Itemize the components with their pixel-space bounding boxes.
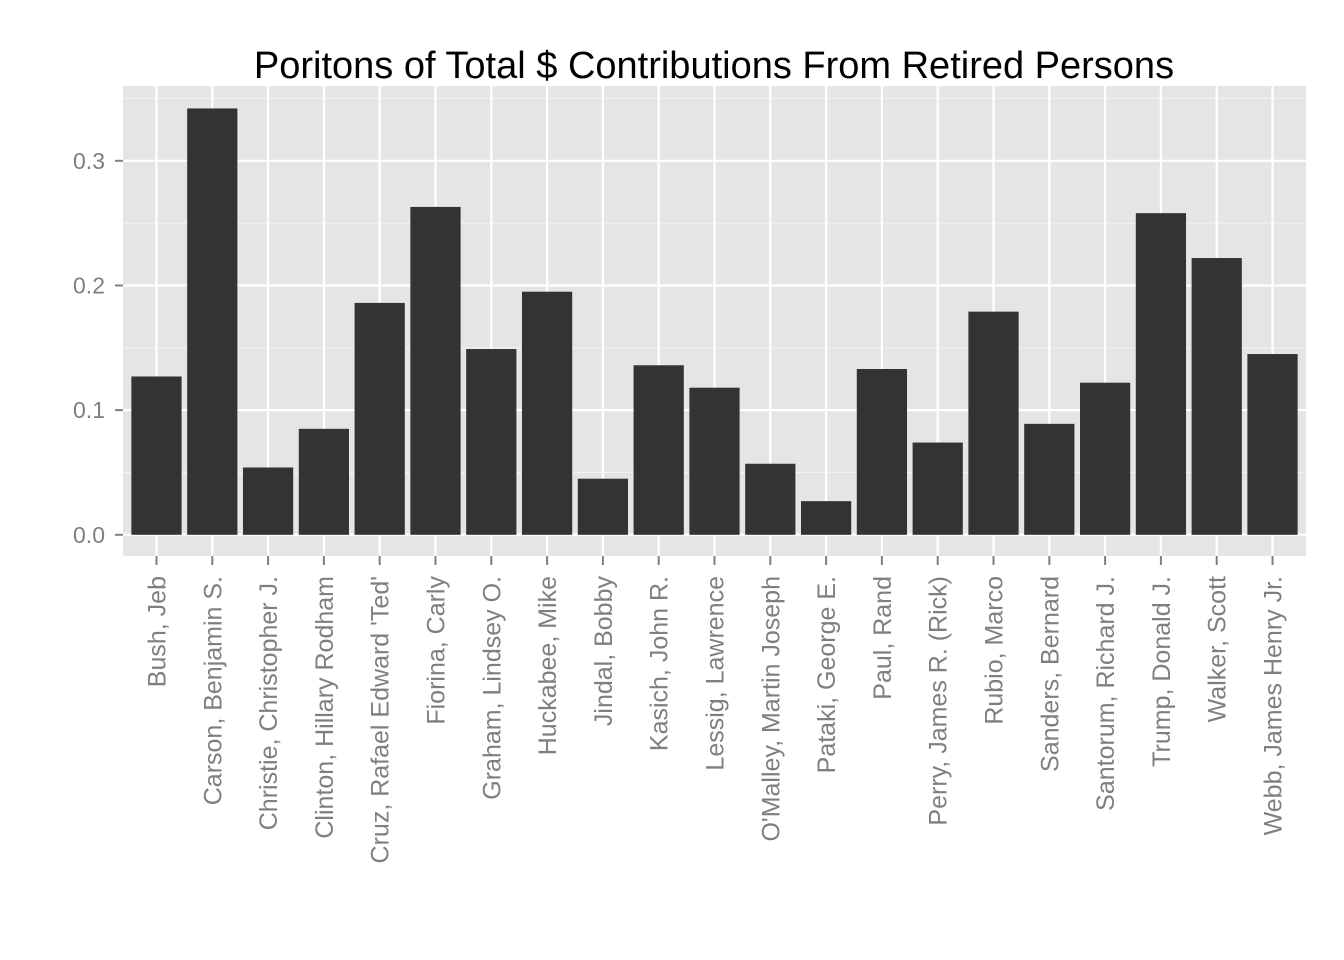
x-tick-label: Huckabee, Mike: [534, 576, 562, 755]
bar: [745, 463, 796, 535]
bar: [521, 291, 573, 535]
bar: [689, 387, 740, 535]
bar: [187, 108, 238, 535]
bar: [298, 428, 349, 535]
y-axis: 0.0 0.1 0.2 0.3: [73, 148, 123, 548]
x-tick-label: Rubio, Marco: [981, 576, 1009, 725]
bar: [466, 349, 517, 535]
bar: [633, 365, 684, 535]
x-tick-label: Bush, Jeb: [143, 576, 171, 687]
x-tick-label: Santorum, Richard J.: [1092, 576, 1120, 811]
x-tick-label: Graham, Lindsey O.: [478, 576, 506, 800]
x-tick-label: Perry, James R. (Rick): [925, 576, 953, 826]
x-tick-label: Paul, Rand: [869, 576, 897, 700]
bar: [1135, 213, 1187, 535]
x-tick-label: Sanders, Bernard: [1036, 576, 1064, 772]
x-tick-label: Clinton, Hillary Rodham: [311, 576, 339, 839]
x-tick-label: Jindal, Bobby: [590, 576, 618, 727]
bar: [1024, 423, 1075, 535]
bars: [131, 108, 1298, 535]
bar: [131, 376, 182, 535]
x-tick-label: Kasich, John R.: [646, 576, 674, 751]
y-tick-label: 0.2: [73, 272, 105, 298]
bar: [800, 501, 852, 535]
bar: [1080, 382, 1131, 535]
bar: [856, 368, 908, 535]
bar: [968, 311, 1019, 535]
y-tick-label: 0.1: [73, 397, 105, 423]
bar: [1191, 258, 1242, 535]
x-tick-label: Fiorina, Carly: [422, 576, 450, 725]
y-tick-label: 0.0: [73, 522, 105, 548]
x-tick-label: Christie, Christopher J.: [255, 576, 283, 830]
y-tick-label: 0.3: [73, 148, 105, 174]
x-tick-label: Trump, Donald J.: [1148, 576, 1176, 767]
chart-title: Poritons of Total $ Contributions From R…: [254, 45, 1174, 87]
x-tick-label: Cruz, Rafael Edward 'Ted': [367, 576, 395, 863]
x-tick-label: Lessig, Lawrence: [702, 576, 730, 771]
bar: [577, 478, 629, 535]
bar: [354, 302, 405, 535]
bar: [912, 442, 963, 535]
x-tick-label: Webb, James Henry Jr.: [1260, 576, 1288, 835]
x-tick-label: Carson, Benjamin S.: [199, 576, 227, 805]
x-tick-label: Walker, Scott: [1204, 576, 1232, 722]
x-tick-label: Pataki, George E.: [813, 576, 841, 773]
bar: [1247, 354, 1298, 535]
bar: [242, 467, 294, 535]
bar: [410, 206, 461, 535]
x-tick-label: O'Malley, Martin Joseph: [757, 576, 785, 842]
x-axis: Bush, Jeb Carson, Benjamin S. Christie, Ch…: [143, 556, 1288, 863]
